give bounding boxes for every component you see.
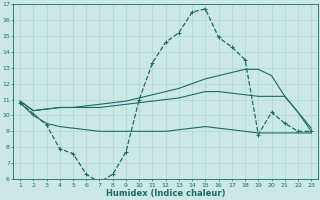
X-axis label: Humidex (Indice chaleur): Humidex (Indice chaleur) xyxy=(106,189,225,198)
